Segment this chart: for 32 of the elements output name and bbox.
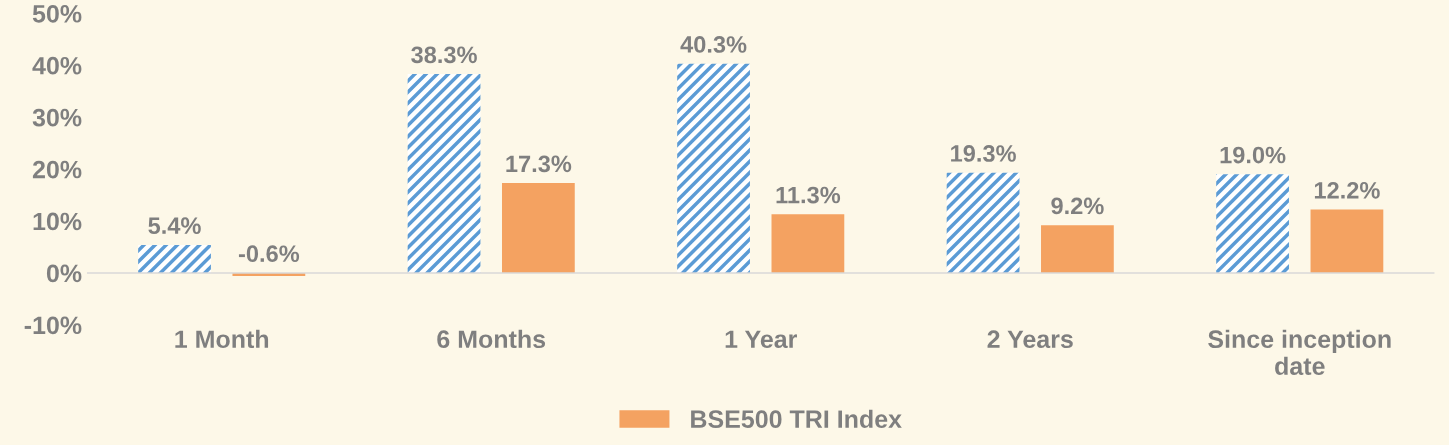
x-tick-label: Since inception date <box>1208 329 1391 375</box>
bar <box>501 183 575 273</box>
y-tick-label: 40% <box>32 56 82 75</box>
bar <box>138 244 211 273</box>
bar <box>677 63 750 273</box>
data-label: 19.3% <box>951 145 1016 162</box>
data-label: 9.2% <box>1051 197 1104 215</box>
data-label: 17.3% <box>506 155 572 173</box>
data-label: 11.3% <box>776 186 841 204</box>
legend-label: BSE500 TRI Index <box>691 409 902 429</box>
y-tick-label: 30% <box>32 108 82 127</box>
bar <box>407 74 481 273</box>
x-tick-label: 2 Years <box>987 330 1073 349</box>
bar <box>1041 225 1114 273</box>
y-tick-label: 50% <box>32 4 82 23</box>
bar <box>1216 174 1289 273</box>
bar <box>771 214 845 273</box>
y-tick-label: 10% <box>33 212 82 231</box>
y-tick-label: 20% <box>32 160 82 179</box>
data-label: 38.3% <box>411 46 477 64</box>
x-tick-label: 1 Month <box>175 329 269 349</box>
data-label: -0.6% <box>238 245 300 263</box>
data-label: 40.3% <box>680 36 747 53</box>
x-tick-label: 6 Months <box>437 329 546 349</box>
bar <box>946 172 1020 273</box>
data-label: 19.0% <box>1220 146 1286 164</box>
data-label: 12.2% <box>1314 181 1380 199</box>
x-tick-label: 1 Year <box>725 330 797 349</box>
data-label: 5.4% <box>148 217 201 234</box>
y-tick-label: 0% <box>46 264 82 283</box>
bar <box>1310 209 1384 273</box>
y-tick-label: -10% <box>24 316 82 335</box>
